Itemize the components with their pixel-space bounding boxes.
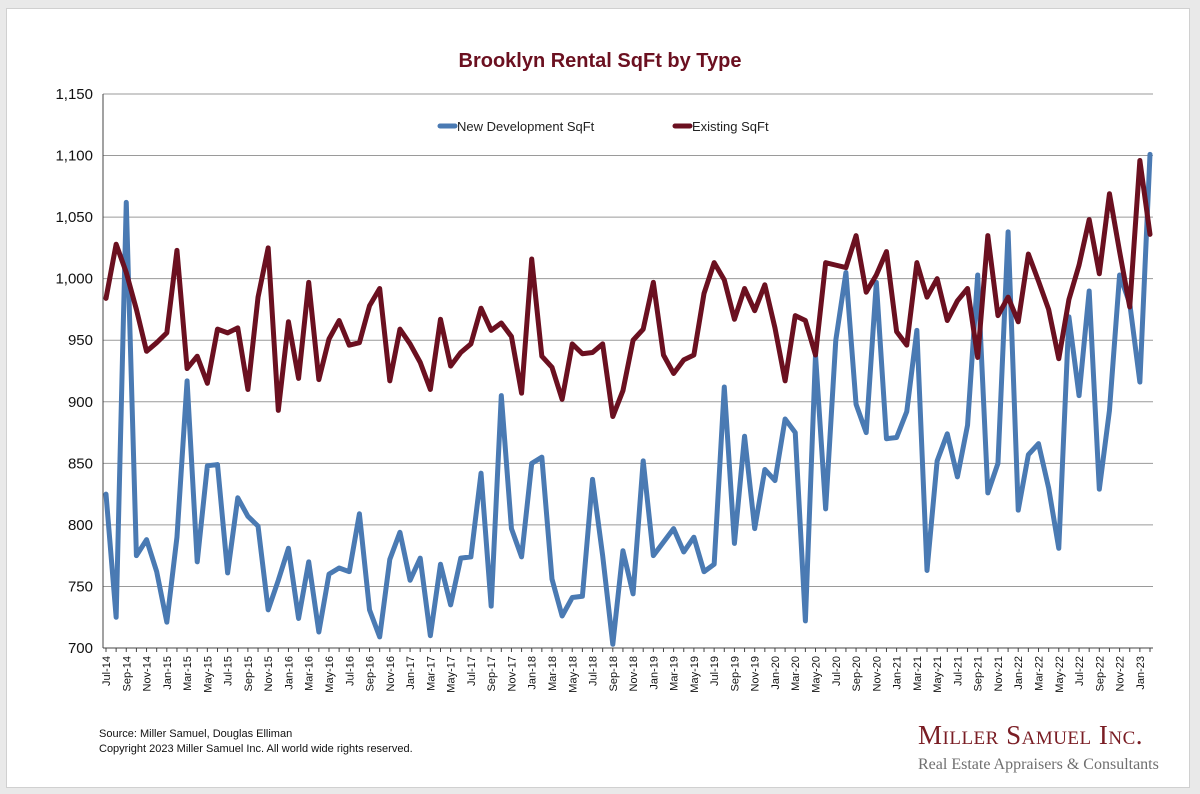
x-tick-label: Sep-22 [1094,656,1106,691]
x-tick-label: May-20 [811,656,823,693]
x-tick-label: May-22 [1054,656,1066,693]
chart-title: Brooklyn Rental SqFt by Type [458,50,742,72]
x-tick-label: Mar-15 [182,656,194,691]
x-tick-label: Jul-21 [952,656,964,686]
x-tick-label: Jul-22 [1074,656,1086,686]
x-tick-label: Mar-22 [1034,656,1046,691]
x-tick-label: May-17 [446,656,458,693]
x-tick-label: Sep-15 [243,656,255,691]
x-tick-label: Nov-18 [628,656,640,691]
copyright-note: Copyright 2023 Miller Samuel Inc. All wo… [99,743,413,755]
x-tick-label: Mar-17 [425,656,437,691]
x-tick-label: Sep-21 [973,656,985,691]
company-logo-name: Miller Samuel Inc. [918,720,1144,750]
x-tick-label: Jan-21 [892,656,904,690]
y-axis-ticks: 700 750 800 850 900 950 1,000 1,050 1,100 1,150 [55,86,93,657]
x-tick-label: Mar-21 [912,656,924,691]
y-tick-label: 1,100 [55,148,93,165]
company-logo-tagline: Real Estate Appraisers & Consultants [918,756,1159,773]
x-tick-label: Mar-20 [790,656,802,691]
x-tick-label: Jul-19 [709,656,721,686]
x-tick-label: Nov-22 [1115,656,1127,691]
x-tick-label: Jan-18 [527,656,539,690]
x-tick-label: Mar-18 [547,656,559,691]
x-tick-label: Sep-18 [608,656,620,691]
x-tick-label: Mar-16 [304,656,316,691]
x-axis-ticks: Jul-14 Sep-14 Nov-14 Jan-15 Mar-15 May-15 Jul-… [101,648,1151,693]
x-tick-label: May-21 [932,656,944,693]
x-tick-label: Jul-20 [831,656,843,686]
y-tick-label: 700 [68,640,93,657]
x-tick-label: Jan-20 [770,656,782,690]
x-tick-label: Nov-19 [750,656,762,691]
x-tick-label: Jul-16 [344,656,356,686]
y-tick-label: 900 [68,394,93,411]
y-tick-label: 1,050 [55,209,93,226]
x-tick-label: Jan-19 [648,656,660,690]
x-tick-label: May-15 [202,656,214,693]
x-tick-label: Jan-17 [405,656,417,690]
series-lines [103,151,1153,647]
y-tick-label: 1,000 [55,271,93,288]
x-tick-label: Sep-16 [365,656,377,691]
x-tick-label: Jan-23 [1135,656,1147,690]
existing-sqft-line [103,157,1153,420]
y-tick-label: 1,150 [55,86,93,103]
x-tick-label: Mar-19 [669,656,681,691]
legend: New Development SqFt Existing SqFt [437,119,769,134]
new-development-sqft-line [103,151,1153,647]
x-tick-label: Jan-15 [162,656,174,690]
x-tick-label: Nov-21 [993,656,1005,691]
x-tick-label: Sep-14 [121,656,133,691]
x-tick-label: May-16 [324,656,336,693]
x-tick-label: Jul-18 [588,656,600,686]
legend-label: New Development SqFt [457,119,595,134]
legend-label: Existing SqFt [692,119,769,134]
y-tick-label: 750 [68,578,93,595]
x-tick-label: Jan-22 [1013,656,1025,690]
y-tick-label: 850 [68,455,93,472]
x-tick-label: Nov-16 [385,656,397,691]
x-tick-label: Jul-17 [466,656,478,686]
x-tick-label: Nov-14 [142,656,154,691]
source-note: Source: Miller Samuel, Douglas Elliman [99,728,293,740]
x-tick-label: Sep-17 [486,656,498,691]
x-tick-label: Jul-15 [223,656,235,686]
x-tick-label: Sep-20 [851,656,863,691]
x-tick-label: Jan-16 [283,656,295,690]
x-tick-label: May-19 [689,656,701,693]
x-tick-label: Jul-14 [101,656,113,686]
x-tick-label: May-18 [567,656,579,693]
y-tick-label: 950 [68,332,93,349]
x-tick-label: Nov-17 [506,656,518,691]
x-tick-label: Nov-15 [263,656,275,691]
y-tick-label: 800 [68,517,93,534]
chart-card [6,8,1190,788]
x-tick-label: Sep-19 [729,656,741,691]
x-tick-label: Nov-20 [871,656,883,691]
